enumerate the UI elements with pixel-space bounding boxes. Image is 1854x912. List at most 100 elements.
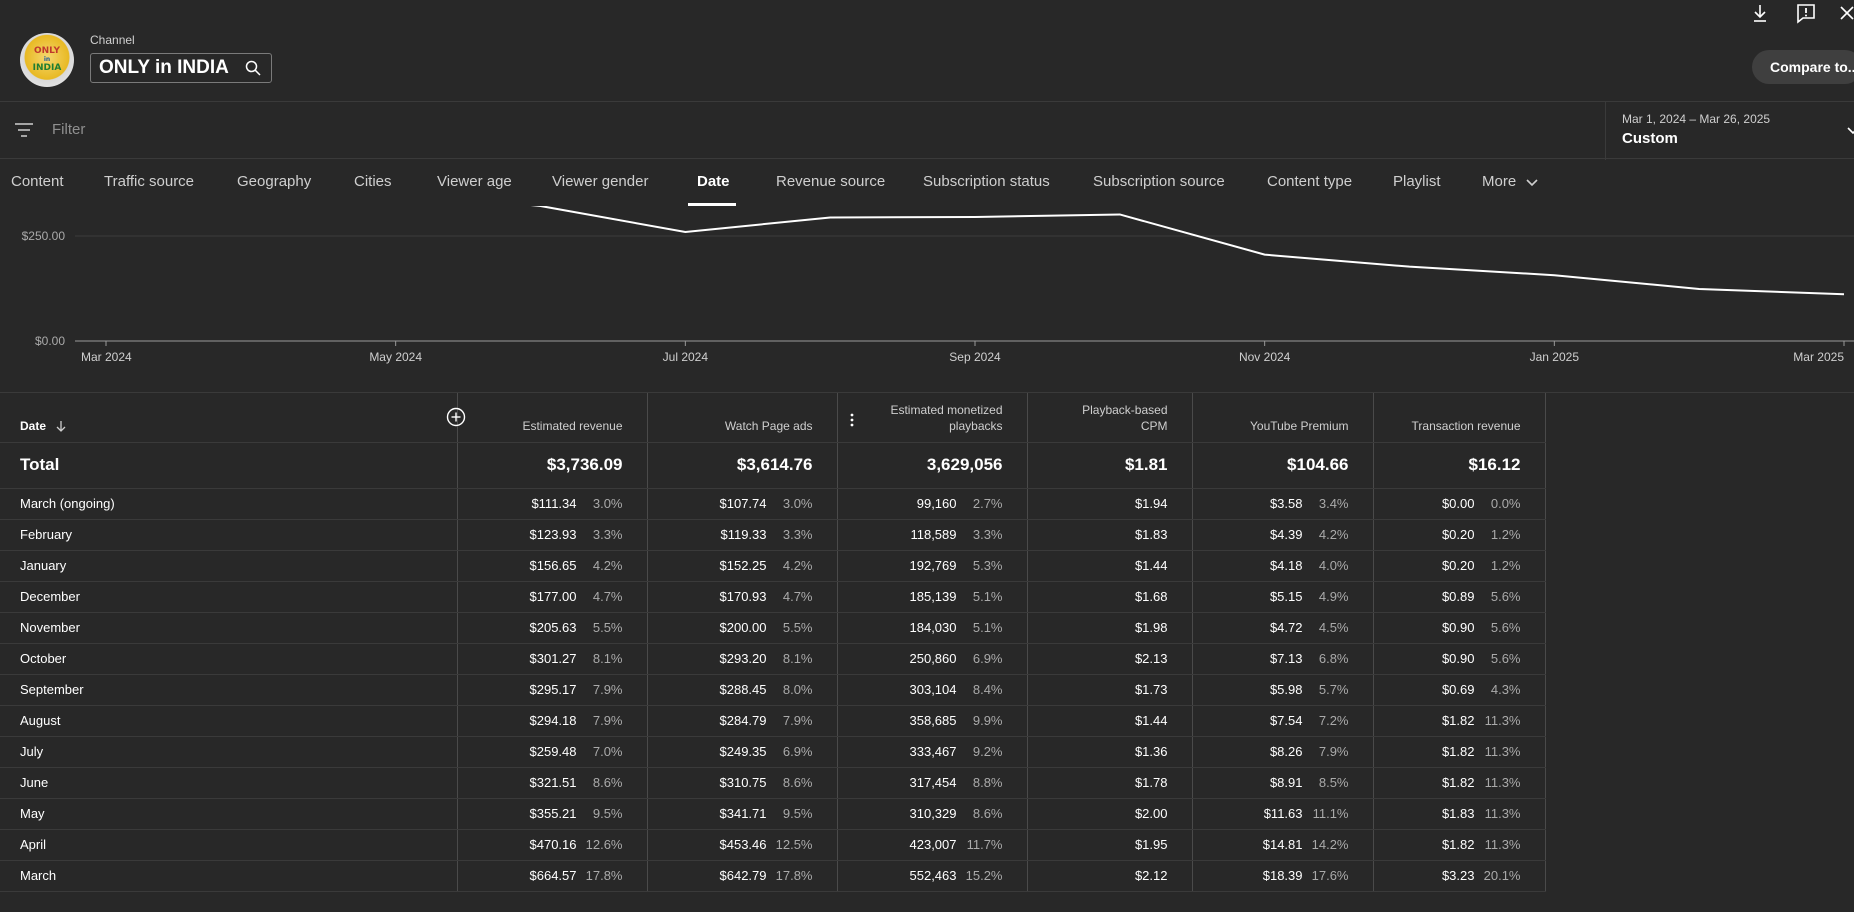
tab-content[interactable]: Content: [11, 173, 64, 190]
cell-value: $1.95: [1134, 837, 1168, 852]
table-cell: July: [0, 736, 458, 768]
tab-subscription-status[interactable]: Subscription status: [923, 173, 1050, 190]
table-row[interactable]: December $177.00 4.7% $170.93 4.7% 185,139 5.1…: [0, 581, 1546, 613]
tab-geography[interactable]: Geography: [237, 173, 312, 190]
cell-percentage: 14.2%: [1311, 837, 1349, 852]
table-row[interactable]: November $205.63 5.5% $200.00 5.5% 184,030 5.1…: [0, 612, 1546, 644]
cell-value: $341.71: [719, 806, 767, 821]
cell-percentage: 3.0%: [782, 496, 813, 511]
channel-avatar[interactable]: ONLY in INDIA: [20, 33, 74, 87]
cell-value: $7.54: [1269, 713, 1303, 728]
tab-traffic-source[interactable]: Traffic source: [104, 173, 195, 190]
table-cell: $293.20 8.1%: [647, 643, 838, 675]
cell-percentage: 8.1%: [592, 651, 623, 666]
column-header-playback-cpm[interactable]: Playback-based CPM: [1027, 393, 1193, 443]
cell-percentage: 11.1%: [1312, 806, 1349, 821]
table-cell: $1.73: [1027, 674, 1193, 706]
more-vert-icon[interactable]: [850, 413, 854, 427]
avatar-text-line-3: INDIA: [32, 63, 62, 73]
column-header-watch-page-ads[interactable]: Watch Page ads: [647, 393, 838, 443]
compare-to-button[interactable]: Compare to...: [1752, 50, 1854, 84]
column-header-date[interactable]: Date: [0, 393, 466, 443]
cell-value: October: [20, 651, 67, 666]
column-header-transaction-revenue[interactable]: Transaction revenue: [1373, 393, 1546, 443]
cell-percentage: 3.4%: [1318, 496, 1349, 511]
tab-viewer-age[interactable]: Viewer age: [437, 173, 512, 190]
table-row[interactable]: October $301.27 8.1% $293.20 8.1% 250,860 6.9%…: [0, 643, 1546, 675]
table-row[interactable]: March (ongoing) $111.34 3.0% $107.74 3.0% 99,…: [0, 488, 1546, 520]
tab-playlist[interactable]: Playlist: [1393, 173, 1441, 190]
table-cell: $1.83 11.3%: [1373, 798, 1546, 830]
tab-more[interactable]: More: [1482, 173, 1538, 190]
cell-value: 423,007: [909, 837, 957, 852]
table-cell: December: [0, 581, 458, 613]
table-row[interactable]: July $259.48 7.0% $249.35 6.9% 333,467 9.2% $1.…: [0, 736, 1546, 768]
column-header-youtube-premium[interactable]: YouTube Premium: [1192, 393, 1374, 443]
cell-value: $1.44: [1134, 713, 1168, 728]
cell-percentage: 9.5%: [782, 806, 813, 821]
cell-percentage: 4.5%: [1318, 620, 1349, 635]
channel-header: ONLY in INDIA Channel ONLY in INDIA Comp…: [0, 0, 1854, 100]
table-row[interactable]: June $321.51 8.6% $310.75 8.6% 317,454 8.8% $1.…: [0, 767, 1546, 799]
cell-value: $1.82: [1441, 775, 1475, 790]
cell-percentage: 5.5%: [782, 620, 813, 635]
search-icon[interactable]: [245, 60, 261, 76]
channel-label: Channel: [90, 33, 135, 47]
table-cell: $0.00 0.0%: [1373, 488, 1546, 520]
table-row[interactable]: August $294.18 7.9% $284.79 7.9% 358,685 9.9% $…: [0, 705, 1546, 737]
column-header-estimated-monetized-playbacks[interactable]: Estimated monetized playbacks: [837, 393, 1028, 443]
cell-percentage: 4.7%: [592, 589, 623, 604]
table-row[interactable]: September $295.17 7.9% $288.45 8.0% 303,104 8.…: [0, 674, 1546, 706]
table-row[interactable]: March $664.57 17.8% $642.79 17.8% 552,463 15.2…: [0, 860, 1546, 892]
table-row[interactable]: April $470.16 12.6% $453.46 12.5% 423,007 11.7…: [0, 829, 1546, 861]
cell-value: $1.82: [1441, 744, 1475, 759]
table-cell: 192,769 5.3%: [837, 550, 1028, 582]
cell-value: $0.90: [1441, 620, 1475, 635]
cell-percentage: 12.5%: [775, 837, 813, 852]
tab-revenue-source[interactable]: Revenue source: [776, 173, 886, 190]
column-header-estimated-revenue[interactable]: Estimated revenue: [457, 393, 648, 443]
close-icon[interactable]: [1836, 2, 1854, 24]
table-cell: 423,007 11.7%: [837, 829, 1028, 861]
tab-date[interactable]: Date: [697, 173, 730, 190]
table-row[interactable]: May $355.21 9.5% $341.71 9.5% 310,329 8.6% $2.0…: [0, 798, 1546, 830]
cell-value: 250,860: [909, 651, 957, 666]
table-cell: $8.91 8.5%: [1192, 767, 1374, 799]
cell-percentage: 4.3%: [1490, 682, 1521, 697]
cell-percentage: 8.6%: [972, 806, 1003, 821]
tab-cities[interactable]: Cities: [354, 173, 392, 190]
table-cell: $294.18 7.9%: [457, 705, 648, 737]
filter-input[interactable]: Filter: [52, 121, 86, 138]
cell-value: November: [20, 620, 80, 635]
sort-arrow-down-icon[interactable]: [55, 420, 67, 433]
cell-value: $119.33: [720, 527, 767, 542]
table-row[interactable]: February $123.93 3.3% $119.33 3.3% 118,589 3.3…: [0, 519, 1546, 551]
table-cell: $0.69 4.3%: [1373, 674, 1546, 706]
cell-value: $111.34: [531, 496, 577, 511]
y-tick-label: $250.00: [22, 229, 66, 243]
tab-viewer-gender[interactable]: Viewer gender: [552, 173, 649, 190]
cell-value: $293.20: [719, 651, 767, 666]
cell-percentage: 5.6%: [1490, 620, 1521, 635]
cell-percentage: 5.3%: [972, 558, 1003, 573]
cell-value: $294.18: [529, 713, 577, 728]
channel-selector[interactable]: ONLY in INDIA: [90, 53, 272, 83]
date-range-selector[interactable]: Mar 1, 2024 – Mar 26, 2025 Custom: [1605, 102, 1854, 160]
table-row[interactable]: January $156.65 4.2% $152.25 4.2% 192,769 5.3%…: [0, 550, 1546, 582]
table-cell: $152.25 4.2%: [647, 550, 838, 582]
download-icon[interactable]: [1749, 2, 1771, 24]
filter-icon[interactable]: [14, 122, 34, 138]
cell-percentage: 20.1%: [1483, 868, 1521, 883]
cell-value: February: [20, 527, 73, 542]
feedback-icon[interactable]: [1795, 2, 1817, 24]
cell-value: $1.73: [1134, 682, 1168, 697]
table-cell: $5.98 5.7%: [1192, 674, 1374, 706]
cell-value: $642.79: [719, 868, 767, 883]
tab-content-type[interactable]: Content type: [1267, 173, 1353, 190]
tab-subscription-source[interactable]: Subscription source: [1093, 173, 1225, 190]
cell-value: 192,769: [909, 558, 957, 573]
filter-bar: Filter Mar 1, 2024 – Mar 26, 2025 Custom: [0, 101, 1854, 160]
cell-value: $1.36: [1134, 744, 1168, 759]
total-value: $3,736.09: [457, 442, 648, 489]
cell-value: $3.23: [1441, 868, 1475, 883]
